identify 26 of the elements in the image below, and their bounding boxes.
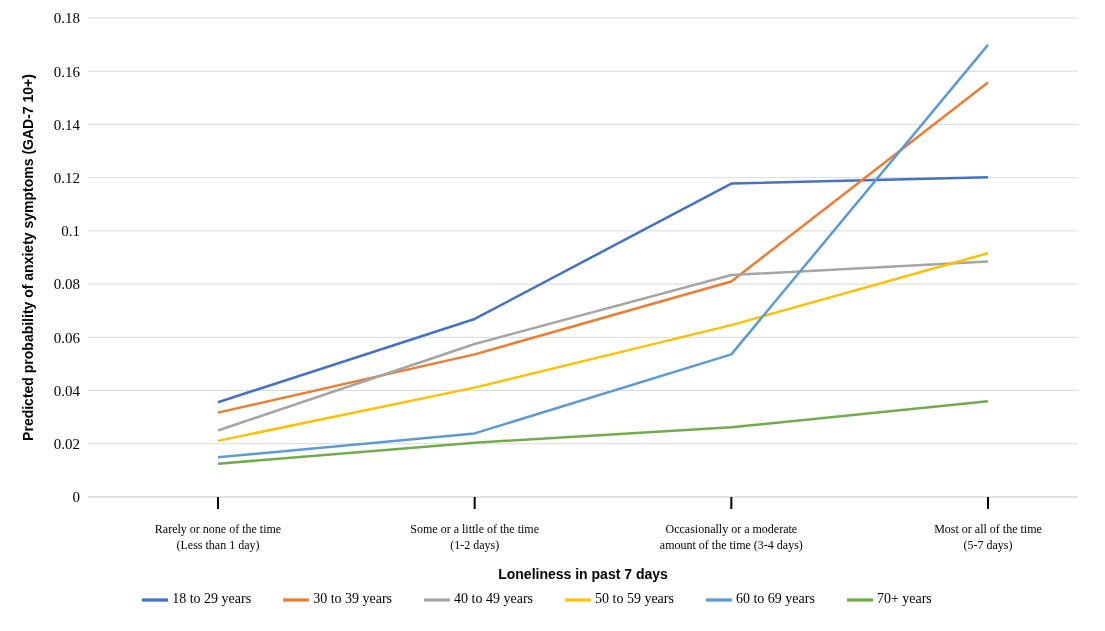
x-tick-label: Occasionally or a moderate amount of the time (3-4 days) [659, 522, 803, 552]
line-series [216, 81, 990, 414]
legend-label: 18 to 29 years [172, 591, 252, 607]
y-tick-label: 0 [72, 489, 80, 506]
x-tick-label: Rarely or none of the time (Less than 1 day) [154, 522, 282, 552]
legend-label: 70+ years [876, 591, 932, 607]
y-tick-label: 0.18 [53, 10, 80, 27]
line-series [216, 43, 990, 459]
legend-label: 30 to 39 years [313, 591, 393, 607]
y-tick-label: 0.14 [53, 116, 81, 133]
y-tick-label: 0.16 [53, 63, 81, 80]
x-tick-label: Most or all of the time (5-7 days) [934, 522, 1042, 552]
legend-label: 40 to 49 years [454, 591, 533, 607]
line-series [216, 175, 990, 404]
y-axis-title: Predicted probability of anxiety symptoms (GAD-7 10+) [19, 74, 36, 441]
y-tick-label: 0.1 [61, 223, 80, 240]
y-tick-label: 0.04 [53, 382, 81, 399]
legend-label: 60 to 69 years [735, 591, 815, 607]
x-axis-title: Loneliness in past 7 days [498, 566, 669, 582]
y-tick-label: 0.12 [53, 169, 80, 186]
y-tick-label: 0.06 [53, 329, 81, 346]
line-series [216, 399, 990, 465]
y-tick-label: 0.08 [53, 276, 80, 293]
y-tick-label: 0.02 [53, 436, 80, 453]
x-tick-label: Some or a little of the time (1-2 days) [410, 522, 539, 552]
legend-label: 50 to 59 years [595, 591, 674, 607]
